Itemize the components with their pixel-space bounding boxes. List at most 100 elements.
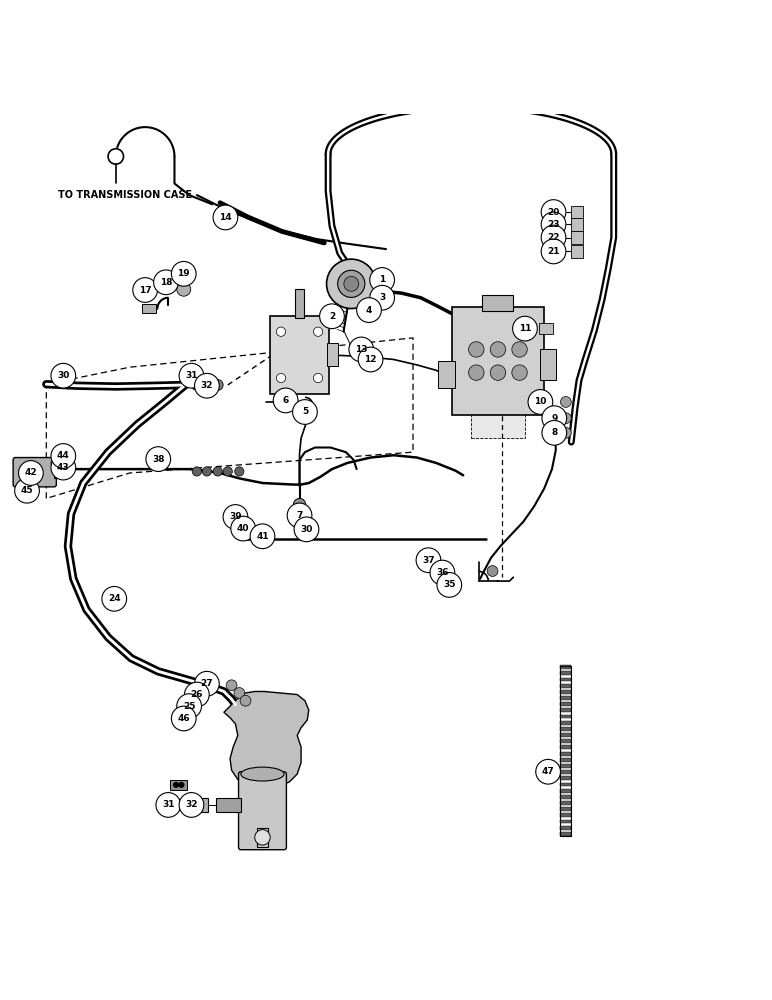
Circle shape	[370, 285, 394, 310]
Bar	[560, 708, 571, 712]
Circle shape	[154, 270, 178, 295]
Circle shape	[51, 363, 76, 388]
Bar	[560, 678, 571, 681]
Text: TO TRANSMISSION CASE: TO TRANSMISSION CASE	[58, 190, 192, 200]
Polygon shape	[471, 407, 525, 438]
Text: 47: 47	[542, 767, 554, 776]
Circle shape	[313, 373, 323, 383]
Bar	[560, 665, 571, 669]
Circle shape	[327, 259, 376, 309]
Bar	[539, 323, 553, 334]
Text: 13: 13	[355, 345, 367, 354]
Circle shape	[223, 505, 248, 529]
Bar	[560, 813, 571, 817]
Text: 35: 35	[443, 580, 455, 589]
Bar	[560, 696, 571, 700]
Bar	[560, 776, 571, 780]
Circle shape	[560, 397, 571, 407]
FancyBboxPatch shape	[452, 307, 544, 415]
Text: 17: 17	[139, 286, 151, 295]
Circle shape	[179, 793, 204, 817]
Circle shape	[51, 455, 76, 480]
Circle shape	[349, 337, 374, 362]
Circle shape	[240, 695, 251, 706]
Text: 21: 21	[547, 247, 560, 256]
Circle shape	[177, 694, 201, 718]
Text: 37: 37	[422, 556, 435, 565]
Circle shape	[234, 688, 245, 698]
Circle shape	[337, 270, 365, 297]
Circle shape	[490, 342, 506, 357]
Bar	[571, 245, 583, 258]
Circle shape	[416, 548, 441, 573]
Circle shape	[102, 586, 127, 611]
Text: 36: 36	[436, 568, 449, 577]
Text: 7: 7	[296, 511, 303, 520]
Circle shape	[293, 400, 317, 424]
Circle shape	[276, 373, 286, 383]
Text: 24: 24	[108, 594, 120, 603]
Bar	[560, 666, 571, 836]
Text: 11: 11	[519, 324, 531, 333]
Bar	[438, 361, 455, 388]
Bar	[560, 739, 571, 743]
Circle shape	[490, 365, 506, 380]
Circle shape	[370, 268, 394, 292]
Text: 18: 18	[160, 278, 172, 287]
Text: 39: 39	[229, 512, 242, 521]
Circle shape	[192, 467, 201, 476]
Ellipse shape	[241, 767, 284, 781]
Text: 19: 19	[178, 269, 190, 278]
Text: 31: 31	[185, 371, 198, 380]
Circle shape	[541, 225, 566, 250]
FancyBboxPatch shape	[13, 458, 56, 487]
Bar	[540, 349, 556, 380]
Circle shape	[51, 444, 76, 468]
Text: 30: 30	[57, 371, 69, 380]
Circle shape	[185, 682, 209, 707]
Circle shape	[528, 390, 553, 414]
Text: 23: 23	[547, 220, 560, 229]
Text: 6: 6	[283, 396, 289, 405]
Circle shape	[250, 524, 275, 549]
Circle shape	[156, 793, 181, 817]
Circle shape	[195, 671, 219, 696]
Circle shape	[363, 353, 381, 371]
Circle shape	[536, 759, 560, 784]
Circle shape	[320, 304, 344, 329]
Circle shape	[469, 342, 484, 357]
Circle shape	[358, 347, 383, 372]
Circle shape	[212, 380, 223, 390]
Bar	[327, 343, 338, 366]
Circle shape	[513, 316, 537, 341]
Bar	[560, 715, 571, 718]
Text: 10: 10	[534, 397, 547, 406]
Circle shape	[178, 782, 185, 788]
Circle shape	[179, 363, 204, 388]
FancyBboxPatch shape	[216, 798, 241, 812]
Text: 8: 8	[551, 428, 557, 437]
Bar	[560, 752, 571, 756]
Circle shape	[430, 560, 455, 585]
Circle shape	[173, 782, 179, 788]
Text: 32: 32	[201, 381, 213, 390]
Text: 2: 2	[329, 312, 335, 321]
Circle shape	[541, 200, 566, 224]
Text: 26: 26	[191, 690, 203, 699]
Circle shape	[273, 388, 298, 413]
Bar	[142, 304, 156, 313]
Circle shape	[293, 498, 306, 511]
Text: 44: 44	[57, 451, 69, 460]
Bar	[560, 684, 571, 688]
Circle shape	[171, 261, 196, 286]
Circle shape	[255, 830, 270, 845]
Text: 5: 5	[302, 407, 308, 416]
Bar	[560, 783, 571, 786]
Circle shape	[59, 458, 69, 468]
Circle shape	[201, 380, 212, 390]
Text: 25: 25	[183, 702, 195, 711]
Circle shape	[344, 276, 359, 291]
Bar	[560, 801, 571, 805]
Bar	[560, 820, 571, 823]
Text: 4: 4	[366, 306, 372, 315]
